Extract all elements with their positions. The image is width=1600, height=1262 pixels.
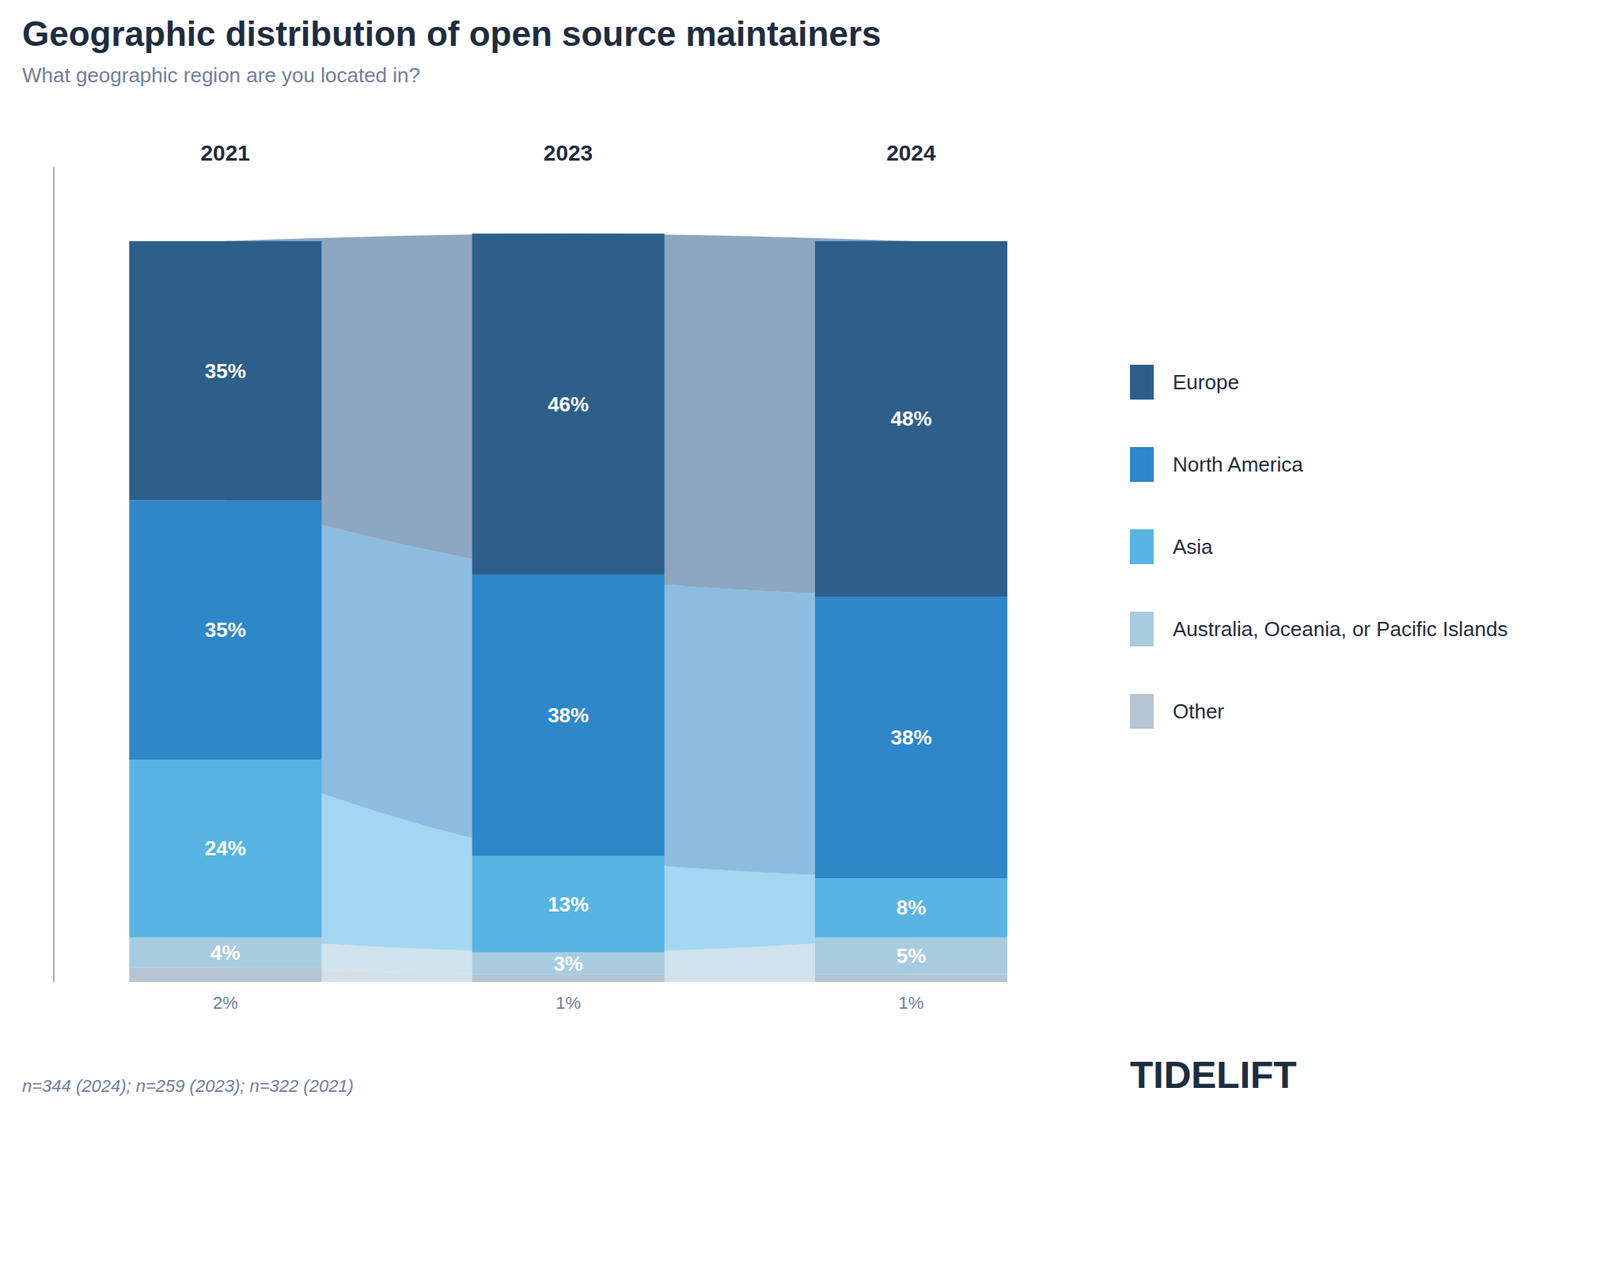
svg-text:48%: 48% (890, 406, 932, 431)
html-text:Geographic distribution of ope: Geographic distribution of open source m… (22, 14, 882, 54)
svg-text:35%: 35% (204, 359, 247, 383)
html-text:North America: North America (1172, 452, 1304, 476)
svg-text:2021: 2021 (200, 140, 251, 166)
svg-text:24%: 24% (204, 836, 247, 861)
svg-text:38%: 38% (547, 703, 589, 728)
svg-text:5%: 5% (896, 944, 927, 968)
svg-text:2%: 2% (212, 993, 239, 1013)
svg-text:46%: 46% (547, 392, 589, 417)
svg-text:2023: 2023 (543, 140, 593, 166)
html-text:What geographic region are you: What geographic region are you located i… (22, 63, 421, 88)
svg-text:35%: 35% (204, 618, 247, 642)
html-text:Europe: Europe (1172, 369, 1240, 394)
html-text:TIDELIFT: TIDELIFT (1129, 1054, 1297, 1096)
svg-text:13%: 13% (547, 892, 589, 917)
svg-text:1%: 1% (898, 993, 925, 1013)
html-text:n=344 (2024); n=259 (2023); n=: n=344 (2024); n=259 (2023); n=322 (2021) (22, 1076, 354, 1096)
svg-text:1%: 1% (555, 993, 581, 1013)
svg-text:2024: 2024 (886, 140, 937, 166)
html-text:Other: Other (1172, 699, 1225, 723)
html-text:Asia: Asia (1172, 534, 1213, 559)
svg-text:38%: 38% (890, 725, 932, 750)
svg-text:3%: 3% (553, 951, 584, 976)
html-text:Australia, Oceania, or Pacific: Australia, Oceania, or Pacific Islands (1172, 616, 1508, 641)
svg-text:8%: 8% (896, 895, 927, 920)
svg-text:4%: 4% (210, 940, 241, 965)
